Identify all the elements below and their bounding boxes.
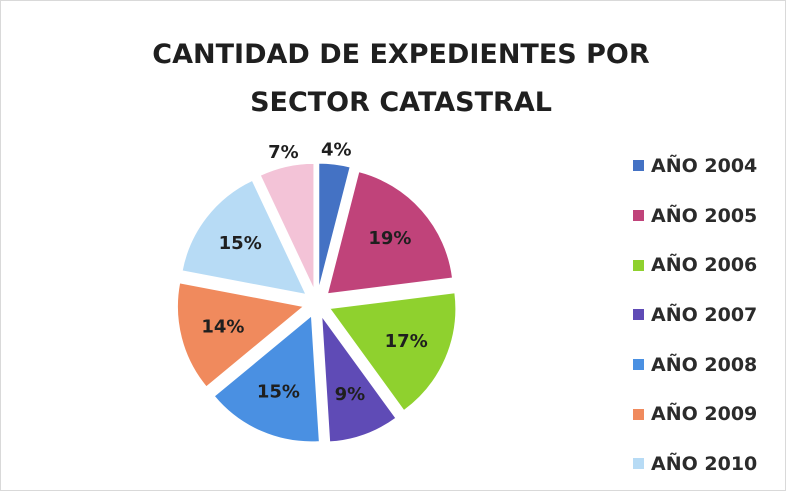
pie-slice-6: [177, 282, 305, 388]
legend-swatch: [633, 309, 644, 321]
pie-slice-3: [328, 292, 457, 412]
slice-data-label-6: 14%: [201, 317, 244, 338]
pie-slice-2: [326, 171, 454, 295]
slice-data-label-3: 17%: [385, 331, 428, 352]
pie-slice-5: [213, 314, 320, 443]
pie-slice-4: [321, 314, 397, 443]
legend-label: AÑO 2010: [651, 452, 758, 475]
legend-item-7: AÑO 2010: [633, 439, 757, 489]
legend-swatch: [633, 408, 644, 420]
slice-data-label-1: 4%: [321, 140, 352, 161]
legend-swatch: [633, 359, 644, 371]
chart-title-line-2: SECTOR CATASTRAL: [250, 87, 552, 118]
legend-item-1: AÑO 2004: [633, 141, 757, 191]
legend-label: AÑO 2004: [651, 154, 758, 177]
slice-data-label-7: 15%: [219, 233, 262, 254]
legend-label: AÑO 2009: [651, 403, 758, 426]
legend-swatch: [633, 160, 644, 172]
legend-label: AÑO 2007: [651, 303, 758, 326]
slice-data-label-4: 9%: [335, 384, 366, 405]
pie-slice-1: [318, 162, 351, 290]
slice-data-label-5: 15%: [257, 382, 300, 403]
legend-label: AÑO 2005: [651, 204, 758, 227]
pie-slice-8: [259, 162, 315, 290]
legend-swatch: [633, 458, 644, 470]
chart-title-line-1: CANTIDAD DE EXPEDIENTES POR: [152, 39, 650, 70]
legend-label: AÑO 2008: [651, 353, 758, 376]
legend-item-2: AÑO 2005: [633, 191, 757, 241]
pie-slice-7: [181, 179, 307, 296]
legend-swatch: [633, 210, 644, 222]
chart-title: CANTIDAD DE EXPEDIENTES POR SECTOR CATAS…: [1, 31, 786, 127]
legend-item-4: AÑO 2007: [633, 290, 757, 340]
slice-data-label-8: 7%: [268, 142, 299, 163]
slice-data-label-2: 19%: [368, 228, 411, 249]
legend-item-6: AÑO 2009: [633, 389, 757, 439]
legend-item-5: AÑO 2008: [633, 340, 757, 390]
legend-label: AÑO 2006: [651, 254, 758, 277]
legend-swatch: [633, 259, 644, 271]
legend-item-3: AÑO 2006: [633, 240, 757, 290]
chart-legend: AÑO 2004 AÑO 2005 AÑO 2006 AÑO 2007 AÑO 2008…: [633, 141, 757, 489]
